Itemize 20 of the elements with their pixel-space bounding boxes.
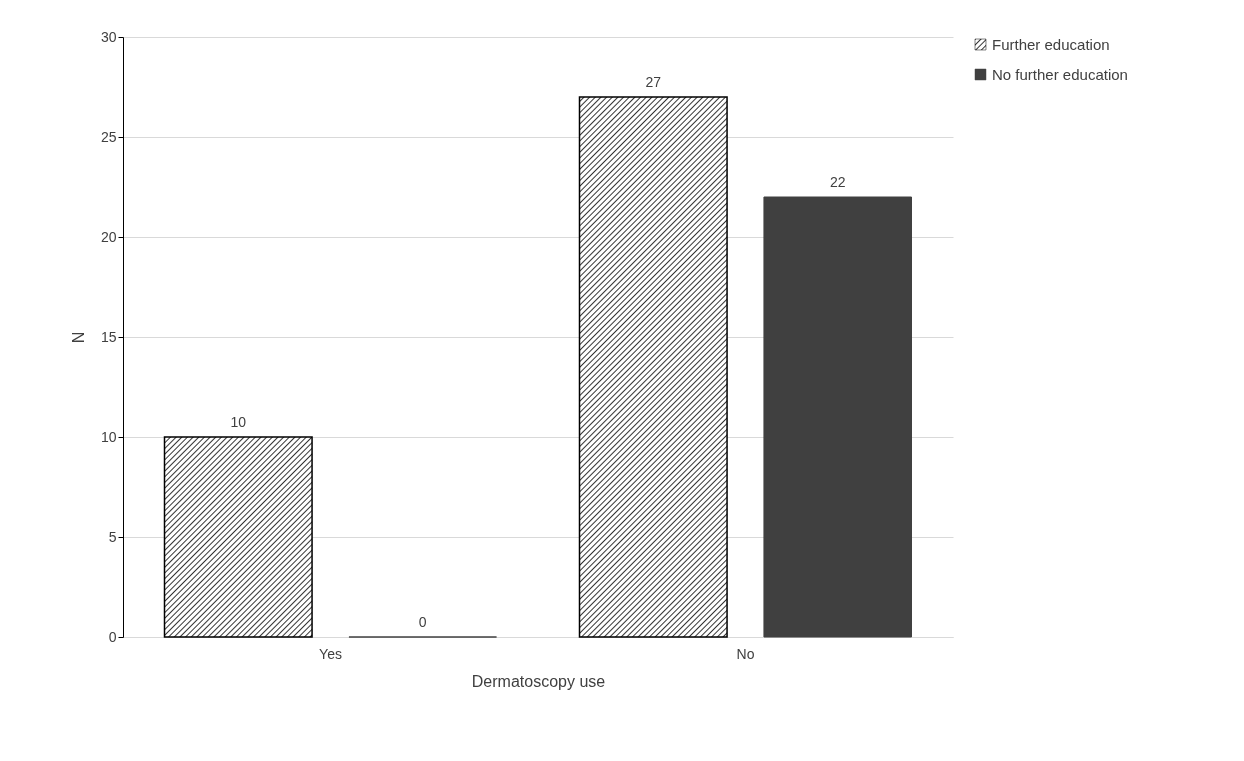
data-label: 27 — [645, 74, 662, 90]
data-label: 22 — [829, 174, 846, 190]
data-label: 10 — [230, 414, 247, 430]
y-tick-label: 20 — [100, 228, 117, 245]
y-tick-label: 10 — [100, 428, 117, 445]
y-tick-label: 5 — [108, 528, 117, 545]
data-label: 0 — [418, 614, 427, 630]
y-axis-title: N — [69, 331, 87, 344]
bar — [163, 436, 313, 638]
y-tick-label: 25 — [100, 128, 117, 145]
bar — [578, 96, 728, 638]
x-tick-label: No — [736, 645, 755, 662]
legend-label: No further education — [992, 65, 1128, 83]
bar — [763, 196, 912, 638]
y-tick-label: 0 — [108, 628, 117, 645]
y-tick-label: 15 — [100, 328, 117, 345]
x-axis-title: Dermatoscopy use — [471, 672, 606, 690]
y-tick-label: 30 — [100, 28, 117, 45]
legend-label: Further education — [992, 35, 1110, 53]
x-tick-label: Yes — [319, 645, 342, 662]
